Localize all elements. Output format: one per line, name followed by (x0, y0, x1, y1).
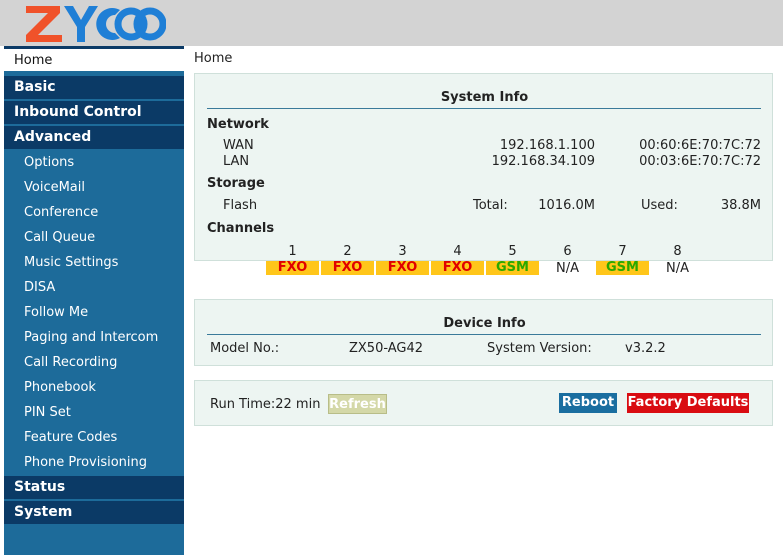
channel-number: 6 (563, 244, 572, 259)
lan-ip: 192.168.34.109 (491, 154, 595, 169)
wan-label: WAN (223, 138, 254, 153)
refresh-button[interactable]: Refresh (328, 394, 387, 414)
flash-label: Flash (223, 198, 258, 213)
channel-status-badge: FXO (376, 261, 429, 275)
sidebar: Home Basic Inbound Control Advanced Options… (4, 46, 184, 555)
device-info-panel: Device Info Model No.: ZX50-AG42 System … (194, 299, 773, 366)
sidebar-item-disa[interactable]: DISA (4, 276, 184, 299)
channel-number: 7 (618, 244, 627, 259)
sidebar-item-home[interactable]: Home (4, 46, 184, 71)
storage-label: Storage (207, 176, 265, 191)
sidebar-item-advanced[interactable]: Advanced (4, 126, 184, 149)
runtime-panel: Run Time:22 min Refresh Reboot Factory D… (194, 380, 773, 426)
flash-total-label: Total: (473, 198, 508, 213)
channel-status-badge: N/A (666, 261, 689, 276)
sidebar-item-call-queue[interactable]: Call Queue (4, 226, 184, 249)
system-version-label: System Version: (487, 341, 592, 356)
sidebar-item-paging-and-intercom[interactable]: Paging and Intercom (4, 326, 184, 349)
reboot-button[interactable]: Reboot (559, 393, 617, 413)
channel-status-badge: GSM (596, 261, 649, 275)
sidebar-item-inbound-control[interactable]: Inbound Control (4, 101, 184, 124)
channel-status-badge: FXO (431, 261, 484, 275)
channel-status-badge: GSM (486, 261, 539, 275)
channels-label: Channels (207, 221, 275, 236)
sidebar-item-basic[interactable]: Basic (4, 76, 184, 99)
channel-number: 2 (343, 244, 352, 259)
breadcrumb: Home (194, 51, 233, 66)
system-info-divider (207, 108, 761, 109)
network-label: Network (207, 117, 269, 132)
sidebar-item-system[interactable]: System (4, 501, 184, 524)
channel-status-badge: FXO (266, 261, 319, 275)
flash-used-label: Used: (641, 198, 678, 213)
sidebar-item-voicemail[interactable]: VoiceMail (4, 176, 184, 199)
system-version-value: v3.2.2 (625, 341, 666, 356)
sidebar-item-pin-set[interactable]: PIN Set (4, 401, 184, 424)
channel-number: 1 (288, 244, 297, 259)
channel-number: 4 (453, 244, 462, 259)
channel-status-badge: N/A (556, 261, 579, 276)
channel-number: 5 (508, 244, 517, 259)
flash-total-value: 1016.0M (538, 198, 595, 213)
sidebar-item-follow-me[interactable]: Follow Me (4, 301, 184, 324)
zycoo-logo (26, 6, 166, 42)
system-info-title: System Info (440, 90, 529, 105)
sidebar-item-conference[interactable]: Conference (4, 201, 184, 224)
run-time-text: Run Time:22 min (210, 397, 321, 412)
factory-defaults-button[interactable]: Factory Defaults (627, 393, 749, 413)
channel-number: 3 (398, 244, 407, 259)
flash-used-value: 38.8M (720, 198, 761, 213)
sidebar-item-call-recording[interactable]: Call Recording (4, 351, 184, 374)
wan-ip: 192.168.1.100 (499, 138, 595, 153)
wan-mac: 00:60:6E:70:7C:72 (639, 138, 761, 153)
sidebar-item-status[interactable]: Status (4, 476, 184, 499)
top-header (0, 0, 783, 46)
lan-label: LAN (223, 154, 250, 169)
sidebar-item-feature-codes[interactable]: Feature Codes (4, 426, 184, 449)
sidebar-item-phonebook[interactable]: Phonebook (4, 376, 184, 399)
channel-status-badge: FXO (321, 261, 374, 275)
device-info-divider (207, 334, 761, 335)
sidebar-item-music-settings[interactable]: Music Settings (4, 251, 184, 274)
model-value: ZX50-AG42 (349, 341, 424, 356)
device-info-title: Device Info (443, 316, 526, 331)
lan-mac: 00:03:6E:70:7C:72 (639, 154, 761, 169)
sidebar-item-phone-provisioning[interactable]: Phone Provisioning (4, 451, 184, 474)
model-label: Model No.: (210, 341, 280, 356)
channel-number: 8 (673, 244, 682, 259)
sidebar-item-options[interactable]: Options (4, 151, 184, 174)
system-info-panel: System Info Network WAN 192.168.1.100 00… (194, 73, 773, 276)
